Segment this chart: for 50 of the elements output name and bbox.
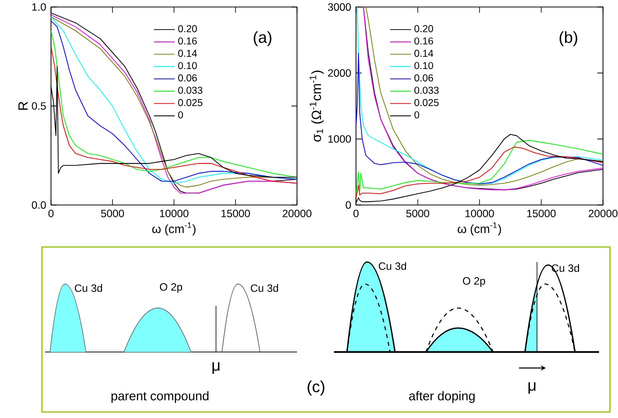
y-tick-label: 2000 — [328, 69, 351, 77]
y-tick-label: 0.0 — [32, 201, 46, 209]
text: Cu 3d — [378, 262, 406, 270]
legend-label: 0.06 — [414, 74, 434, 82]
x-axis-title: ω (cm$^{-1}$) — [458, 222, 502, 236]
line-series — [356, 146, 603, 199]
x-tick-label: 5000 — [101, 210, 124, 218]
text: O 2p — [462, 277, 486, 287]
annotation: (a) — [254, 31, 272, 46]
annotation: (b) — [560, 31, 578, 46]
x-tick-label: 20000 — [282, 210, 312, 218]
text: parent compound — [112, 391, 208, 403]
legend-label: 0.16 — [178, 37, 197, 45]
text: Cu 3d — [250, 284, 278, 292]
legend-label: 0.033 — [414, 86, 439, 94]
text: μ — [212, 362, 220, 374]
legend-label: 0.16 — [414, 37, 434, 45]
legend-label: 0.14 — [414, 50, 434, 57]
text: μ — [528, 382, 536, 394]
legend-label: 0.20 — [178, 25, 197, 32]
x-tick-label: 15000 — [527, 210, 556, 218]
legend-label: 0.10 — [414, 62, 434, 70]
legend-label: 0.033 — [178, 86, 202, 94]
x-tick-label: 5000 — [406, 210, 430, 218]
x-tick-label: 0 — [353, 210, 359, 218]
y-axis-title: R — [18, 102, 28, 110]
y-tick-label: 1000 — [328, 135, 351, 143]
text: (c) — [308, 380, 324, 396]
x-tick-label: 10000 — [160, 210, 188, 218]
legend-label: 0.06 — [178, 74, 197, 82]
text: O 2p — [160, 283, 182, 293]
y-tick-label: 0.5 — [32, 102, 46, 110]
y-tick-label: 3000 — [328, 3, 351, 11]
legend-label: 0 — [178, 111, 183, 118]
text: Cu 3d — [74, 284, 102, 292]
legend-label: 0.14 — [178, 50, 197, 57]
x-tick-label: 0 — [48, 210, 54, 218]
x-axis-title: ω (cm$^{-1}$) — [152, 222, 196, 236]
legend-label: 0.10 — [178, 62, 197, 70]
legend-label: 0 — [414, 111, 420, 118]
legend-label: 0.20 — [414, 25, 434, 32]
y-tick-label: 0 — [346, 201, 351, 209]
x-tick-label: 20000 — [588, 210, 618, 218]
y-axis-title: σ$_{1}$ (Ω$^{-1}$cm$^{-1}$) — [310, 70, 324, 142]
legend-label: 0.025 — [178, 99, 202, 106]
legend-label: 0.025 — [414, 99, 439, 106]
x-tick-label: 10000 — [465, 210, 494, 218]
x-tick-label: 15000 — [221, 210, 250, 218]
text: after doping — [409, 391, 475, 403]
y-tick-label: 1.0 — [32, 3, 46, 11]
